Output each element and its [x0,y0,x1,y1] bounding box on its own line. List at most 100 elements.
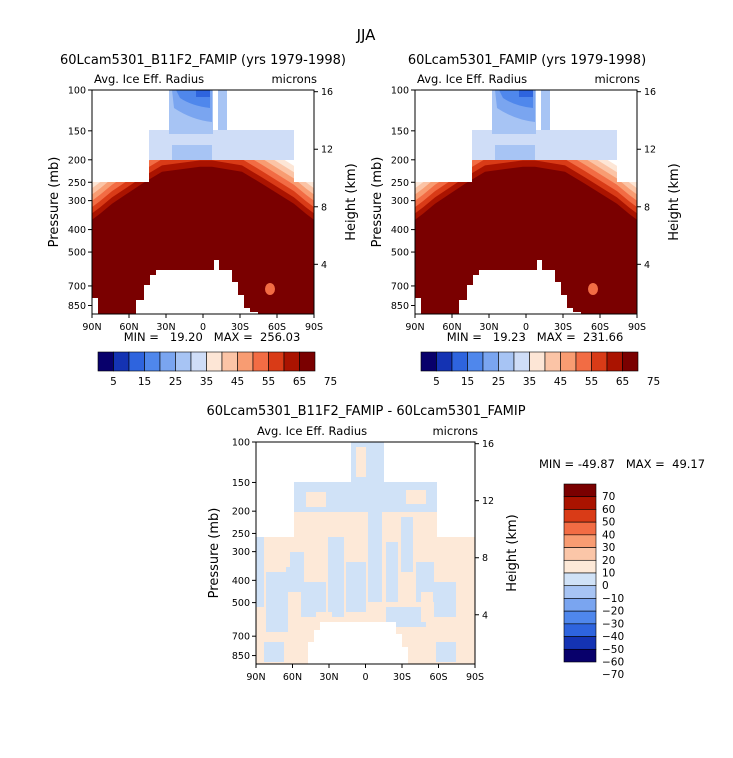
colorbar-swatch [563,534,597,548]
colorbar-swatch [544,351,561,372]
mask [92,158,114,182]
field-band [436,642,456,662]
x-tick-label: 60N [283,672,302,683]
panel-1-y2label: Height (km) [344,163,359,240]
colorbar-swatch [252,351,269,372]
panel-3-ylabel: Pressure (mb) [207,508,222,599]
panel-2-title: 60Lcam5301_FAMIP (yrs 1979-1998) [408,53,646,68]
colorbar-label: 55 [262,376,275,388]
colorbar-label: 35 [200,376,213,388]
colorbar-swatch [563,585,597,599]
colorbar-swatch [144,351,161,372]
colorbar-label: 40 [602,529,615,541]
y-tick-label: 700 [391,281,409,292]
y-tick-label: 250 [391,178,409,189]
topography-mask [308,622,408,664]
panel-1-units: microns [271,72,317,86]
colorbar-swatch [563,636,597,650]
y-tick-label: 250 [232,529,250,540]
colorbar-label: −30 [602,618,624,630]
colorbar-swatch [563,496,597,510]
y-tick-label: 700 [68,281,86,292]
colorbar-swatch [591,351,608,372]
field-band [541,90,550,130]
y2-tick-label: 4 [644,260,650,271]
colorbar-label: 50 [602,517,615,529]
colorbar-swatch [563,483,597,498]
mask [149,90,169,130]
colorbar-label: 55 [585,376,598,388]
field-band [401,517,413,572]
y-tick-label: 100 [232,438,250,449]
panel-2-ylabel: Pressure (mb) [370,157,385,248]
x-tick-label: 30N [156,322,175,333]
colorbar-swatch [128,351,145,372]
colorbar-label: 75 [647,376,660,388]
y2-tick-label: 12 [482,496,494,507]
panel-1-ylabel: Pressure (mb) [47,157,62,248]
colorbar-swatch [175,351,192,372]
y-tick-label: 400 [68,225,86,236]
mask [256,512,274,537]
colorbar-label: 65 [616,376,629,388]
colorbar-swatch [206,351,223,372]
colorbar-swatch [563,509,597,523]
field-band [301,582,326,617]
panel-3-axes: 90N 60N 30N 0 30S 60S 90S 100 150 200 250 300 400 500… [232,438,494,684]
colorbar-swatch [563,521,597,536]
field-band [356,447,366,477]
mask [457,512,475,537]
colorbar-label: −70 [602,669,624,681]
colorbar-swatch [622,351,639,372]
mask [294,442,351,482]
colorbar-swatch [513,351,530,372]
colorbar-label: −20 [602,606,624,618]
panel-3-field [256,442,475,664]
field-band [92,173,314,314]
colorbar-swatch [606,351,623,372]
x-tick-label: 60S [268,322,286,333]
field-band [286,552,304,592]
y-tick-label: 300 [232,547,250,558]
colorbar-swatch [563,598,597,612]
y2-tick-label: 8 [644,202,650,213]
y-tick-label: 250 [68,178,86,189]
x-tick-label: 0 [362,672,368,683]
panel-2-units: microns [594,72,640,86]
panel-2-colorbar: 5 15 25 35 45 55 65 75 [420,351,660,388]
colorbar-label: 25 [492,376,505,388]
panel-1-title: 60Lcam5301_B11F2_FAMIP (yrs 1979-1998) [60,53,346,68]
topography-mask [92,260,250,314]
colorbar-swatch [563,547,597,561]
x-tick-label: 30S [231,322,249,333]
colorbar-swatch [221,351,238,372]
colorbar-label: 70 [602,491,615,503]
colorbar-swatch [159,351,176,372]
x-tick-label: 90N [82,322,101,333]
colorbar-label: −10 [602,593,624,605]
x-tick-label: 30S [554,322,572,333]
panel-3-y2label: Height (km) [505,514,520,591]
y-tick-label: 200 [68,155,86,166]
colorbar-swatch [575,351,592,372]
colorbar-label: 20 [602,555,615,567]
colorbar-swatch [498,351,515,372]
x-tick-label: 60S [591,322,609,333]
colorbar-swatch [563,572,597,587]
x-tick-label: 60N [119,322,138,333]
field-band [276,547,290,567]
colorbar-label: 45 [231,376,244,388]
y2-tick-label: 12 [644,145,656,156]
colorbar-label: 15 [461,376,474,388]
y-tick-label: 500 [232,598,250,609]
y-tick-label: 400 [232,576,250,587]
x-tick-label: 90N [405,322,424,333]
y-tick-label: 150 [391,126,409,137]
y-tick-label: 200 [232,507,250,518]
mask [227,90,294,130]
field-band [519,90,533,97]
y2-tick-label: 4 [321,260,327,271]
x-tick-label: 60S [429,672,447,683]
mask [384,442,437,482]
